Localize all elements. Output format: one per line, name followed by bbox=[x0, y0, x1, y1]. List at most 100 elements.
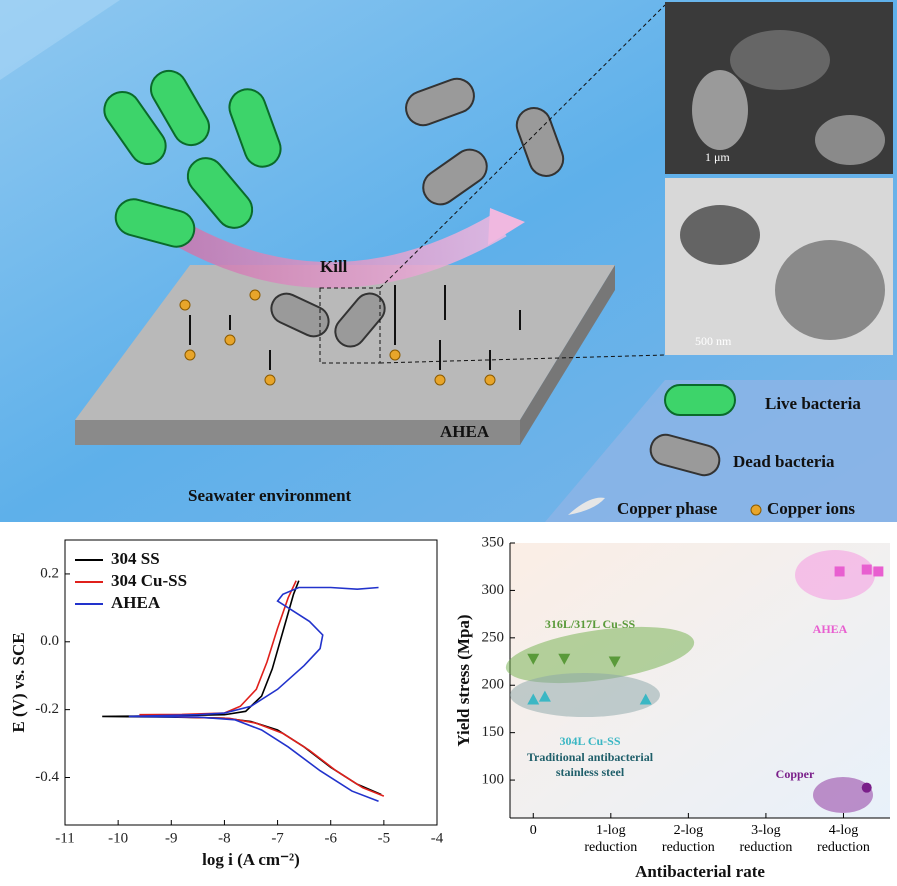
bacterium bbox=[228, 88, 282, 168]
legend-dead-icon bbox=[649, 433, 721, 477]
kill-label: Kill bbox=[320, 257, 348, 276]
y-tick-label: 200 bbox=[482, 677, 505, 693]
point bbox=[527, 693, 540, 705]
y-tick-label: 100 bbox=[482, 772, 505, 788]
substrate-label: AHEA bbox=[440, 422, 490, 441]
y-tick-label: 300 bbox=[482, 582, 505, 598]
point bbox=[639, 693, 652, 705]
ion bbox=[264, 374, 276, 386]
point bbox=[527, 653, 540, 665]
ion bbox=[179, 299, 191, 311]
bacterium bbox=[103, 90, 167, 166]
y-axis-label: E (V) vs. SCE bbox=[9, 632, 28, 732]
curve bbox=[128, 586, 379, 802]
x-tick-label: 4-log reduction bbox=[817, 823, 870, 855]
bacterium bbox=[334, 292, 386, 348]
copper-ions bbox=[179, 289, 496, 386]
bacterium bbox=[405, 77, 475, 127]
series-label: AHEA bbox=[813, 622, 848, 636]
tem-cell bbox=[775, 240, 885, 340]
series-label: 304L Cu-SS bbox=[559, 734, 620, 748]
sem-cell bbox=[815, 115, 885, 165]
slab-side bbox=[520, 265, 615, 445]
x-tick-label: -10 bbox=[108, 830, 128, 846]
y-tick-label: 150 bbox=[482, 724, 505, 740]
dead-bacteria bbox=[270, 77, 565, 348]
legend-panel bbox=[545, 380, 897, 522]
y-tick-label: 0.0 bbox=[40, 633, 59, 649]
legend-label: 304 SS bbox=[111, 549, 160, 568]
point bbox=[558, 653, 571, 665]
curve bbox=[139, 580, 385, 797]
legend-label: 304 Cu-SS bbox=[111, 571, 187, 590]
point bbox=[861, 564, 872, 575]
legend-dead: Dead bacteria bbox=[733, 452, 835, 471]
ion-arrows bbox=[189, 285, 521, 370]
x-tick-label: 1-log reduction bbox=[584, 823, 638, 855]
legend-ion-icon bbox=[750, 504, 762, 516]
x-tick-label: -5 bbox=[378, 830, 391, 846]
slab-front bbox=[75, 420, 520, 445]
x-tick-label: -4 bbox=[431, 830, 444, 846]
environment-label: Seawater environment bbox=[188, 486, 352, 505]
y-tick-label: 250 bbox=[482, 629, 505, 645]
x-tick-label: -8 bbox=[218, 830, 231, 846]
group-region bbox=[505, 626, 695, 684]
x-tick-label: -6 bbox=[324, 830, 337, 846]
x-tick-label: -9 bbox=[165, 830, 178, 846]
y-tick-label: -0.2 bbox=[35, 701, 59, 717]
ion bbox=[224, 334, 236, 346]
series-label: Copper bbox=[776, 767, 815, 781]
x-axis-label: Antibacterial rate bbox=[635, 862, 765, 881]
legend-live-icon bbox=[664, 384, 736, 416]
sem-scale: 1 μm bbox=[705, 150, 730, 164]
group-region bbox=[813, 777, 873, 813]
x-tick-label: 0 bbox=[529, 823, 537, 838]
legend-live: Live bacteria bbox=[765, 394, 861, 413]
y-tick-label: 0.2 bbox=[40, 565, 59, 581]
bacterium bbox=[515, 107, 565, 177]
y-axis-label: Yield stress (Mpa) bbox=[454, 614, 473, 746]
light-corner bbox=[0, 0, 120, 80]
ion bbox=[389, 349, 401, 361]
sem-cell bbox=[692, 70, 748, 150]
live-bacteria bbox=[103, 69, 282, 248]
bacterium bbox=[114, 198, 196, 248]
bacterium bbox=[270, 292, 330, 338]
sem-debris bbox=[730, 30, 830, 90]
group-region bbox=[510, 673, 660, 717]
x-tick-label: 2-log reduction bbox=[661, 823, 715, 855]
point bbox=[538, 690, 551, 702]
plot-frame bbox=[64, 539, 438, 826]
zoom-line bbox=[379, 4, 666, 289]
x-axis-label: log i (A cm⁻²) bbox=[202, 850, 300, 869]
curve bbox=[102, 580, 382, 796]
y-tick-label: 350 bbox=[482, 534, 505, 550]
ion bbox=[249, 289, 261, 301]
point bbox=[861, 782, 872, 793]
point bbox=[834, 566, 845, 577]
legend-phase: Copper phase bbox=[617, 499, 718, 518]
zoom-line bbox=[379, 354, 666, 364]
bacterium bbox=[186, 157, 254, 229]
bacterium bbox=[150, 69, 210, 147]
legend-label: AHEA bbox=[111, 593, 161, 612]
legend-ions: Copper ions bbox=[767, 499, 855, 518]
x-tick-label: 3-log reduction bbox=[739, 823, 793, 855]
annotation: Traditional antibacterial stainless stee… bbox=[526, 750, 654, 779]
tem-debris bbox=[680, 205, 760, 265]
y-tick-label: -0.4 bbox=[35, 769, 59, 785]
ion bbox=[184, 349, 196, 361]
bacterium bbox=[422, 148, 488, 206]
point bbox=[608, 656, 621, 668]
kill-arrow bbox=[142, 204, 507, 288]
ion bbox=[434, 374, 446, 386]
zoom-box bbox=[319, 287, 381, 364]
ion bbox=[484, 374, 496, 386]
point bbox=[873, 566, 884, 577]
tem-scale: 500 nm bbox=[695, 334, 732, 348]
x-tick-label: -11 bbox=[55, 830, 74, 846]
kill-arrow-head bbox=[488, 208, 525, 245]
